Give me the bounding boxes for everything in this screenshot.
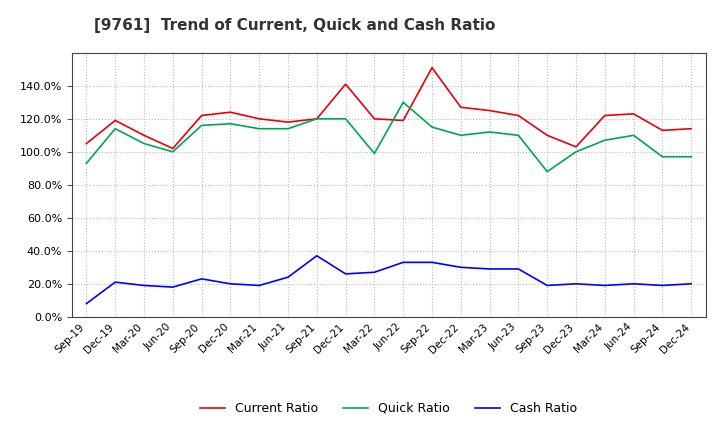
- Cash Ratio: [514, 266, 523, 271]
- Cash Ratio: [168, 284, 177, 290]
- Quick Ratio: [312, 116, 321, 121]
- Cash Ratio: [543, 283, 552, 288]
- Current Ratio: [111, 118, 120, 123]
- Current Ratio: [341, 81, 350, 87]
- Quick Ratio: [572, 149, 580, 154]
- Quick Ratio: [543, 169, 552, 174]
- Quick Ratio: [687, 154, 696, 159]
- Cash Ratio: [226, 281, 235, 286]
- Current Ratio: [284, 119, 292, 125]
- Current Ratio: [168, 146, 177, 151]
- Cash Ratio: [485, 266, 494, 271]
- Current Ratio: [140, 132, 148, 138]
- Current Ratio: [197, 113, 206, 118]
- Current Ratio: [82, 141, 91, 146]
- Current Ratio: [629, 111, 638, 117]
- Cash Ratio: [140, 283, 148, 288]
- Text: [9761]  Trend of Current, Quick and Cash Ratio: [9761] Trend of Current, Quick and Cash …: [94, 18, 495, 33]
- Quick Ratio: [226, 121, 235, 126]
- Quick Ratio: [341, 116, 350, 121]
- Quick Ratio: [600, 138, 609, 143]
- Cash Ratio: [341, 271, 350, 276]
- Current Ratio: [456, 105, 465, 110]
- Quick Ratio: [111, 126, 120, 131]
- Current Ratio: [399, 118, 408, 123]
- Quick Ratio: [197, 123, 206, 128]
- Cash Ratio: [428, 260, 436, 265]
- Current Ratio: [312, 116, 321, 121]
- Cash Ratio: [572, 281, 580, 286]
- Quick Ratio: [140, 141, 148, 146]
- Line: Quick Ratio: Quick Ratio: [86, 102, 691, 172]
- Quick Ratio: [485, 129, 494, 135]
- Cash Ratio: [399, 260, 408, 265]
- Cash Ratio: [629, 281, 638, 286]
- Current Ratio: [687, 126, 696, 131]
- Quick Ratio: [456, 132, 465, 138]
- Current Ratio: [226, 110, 235, 115]
- Cash Ratio: [456, 264, 465, 270]
- Current Ratio: [543, 132, 552, 138]
- Cash Ratio: [312, 253, 321, 258]
- Legend: Current Ratio, Quick Ratio, Cash Ratio: Current Ratio, Quick Ratio, Cash Ratio: [195, 397, 582, 420]
- Quick Ratio: [629, 132, 638, 138]
- Quick Ratio: [255, 126, 264, 131]
- Quick Ratio: [399, 99, 408, 105]
- Quick Ratio: [168, 149, 177, 154]
- Cash Ratio: [197, 276, 206, 282]
- Quick Ratio: [428, 125, 436, 130]
- Current Ratio: [572, 144, 580, 150]
- Quick Ratio: [370, 151, 379, 156]
- Cash Ratio: [255, 283, 264, 288]
- Cash Ratio: [600, 283, 609, 288]
- Cash Ratio: [370, 270, 379, 275]
- Cash Ratio: [111, 279, 120, 285]
- Current Ratio: [485, 108, 494, 113]
- Current Ratio: [428, 65, 436, 70]
- Cash Ratio: [284, 275, 292, 280]
- Quick Ratio: [514, 132, 523, 138]
- Cash Ratio: [687, 281, 696, 286]
- Current Ratio: [658, 128, 667, 133]
- Line: Cash Ratio: Cash Ratio: [86, 256, 691, 304]
- Current Ratio: [255, 116, 264, 121]
- Cash Ratio: [82, 301, 91, 306]
- Current Ratio: [600, 113, 609, 118]
- Quick Ratio: [284, 126, 292, 131]
- Current Ratio: [514, 113, 523, 118]
- Quick Ratio: [658, 154, 667, 159]
- Quick Ratio: [82, 161, 91, 166]
- Line: Current Ratio: Current Ratio: [86, 68, 691, 148]
- Current Ratio: [370, 116, 379, 121]
- Cash Ratio: [658, 283, 667, 288]
